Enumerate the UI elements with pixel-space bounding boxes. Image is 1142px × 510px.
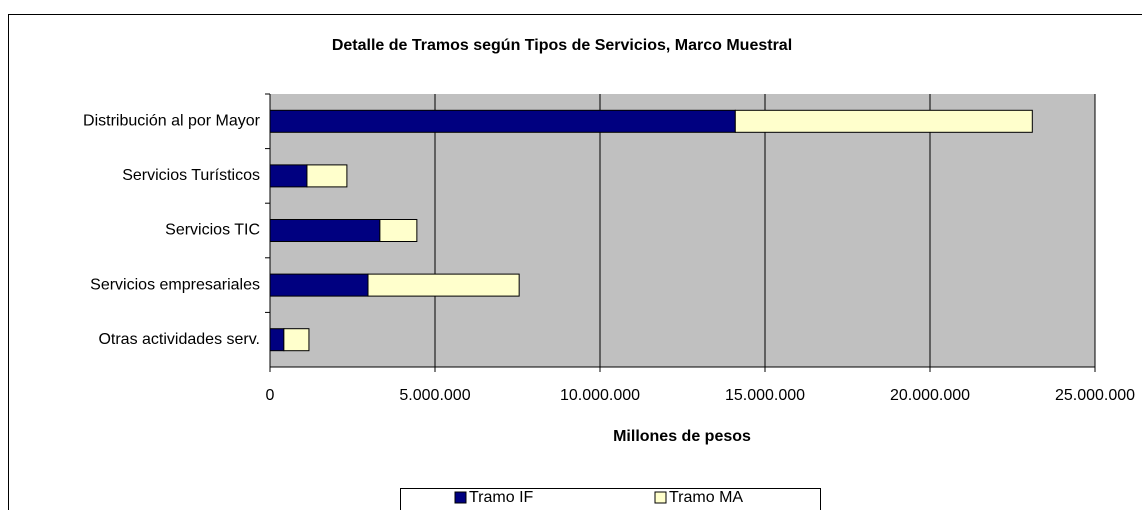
bar — [379, 219, 418, 242]
x-tick-label: 5.000.000 — [399, 387, 470, 404]
x-tick-label: 0 — [266, 387, 275, 404]
y-tick-label: Otras actividades serv. — [98, 331, 260, 348]
chart-title: Detalle de Tramos según Tipos de Servici… — [332, 37, 792, 54]
legend-label: Tramo IF — [469, 489, 534, 506]
x-axis-label: Millones de pesos — [613, 428, 751, 445]
bar — [734, 109, 1033, 133]
y-tick-label: Servicios Turísticos — [122, 167, 260, 184]
bar — [306, 164, 348, 188]
bar — [269, 273, 369, 297]
bar — [269, 164, 308, 188]
bar — [367, 273, 520, 297]
bar — [283, 328, 310, 352]
bar — [269, 219, 381, 242]
x-tick-label: 10.000.000 — [560, 387, 640, 404]
legend-label: Tramo MA — [669, 489, 743, 506]
y-tick-label: Servicios TIC — [165, 222, 260, 239]
x-tick-label: 20.000.000 — [890, 387, 970, 404]
y-tick-label: Distribución al por Mayor — [83, 113, 261, 130]
y-tick-label: Servicios empresariales — [90, 276, 260, 293]
x-tick-label: 15.000.000 — [725, 387, 805, 404]
legend-swatch — [454, 491, 467, 504]
x-tick-label: 25.000.000 — [1055, 387, 1135, 404]
bar — [269, 328, 285, 352]
legend-swatch — [654, 491, 667, 504]
legend-box — [400, 488, 821, 510]
bar — [269, 109, 736, 133]
